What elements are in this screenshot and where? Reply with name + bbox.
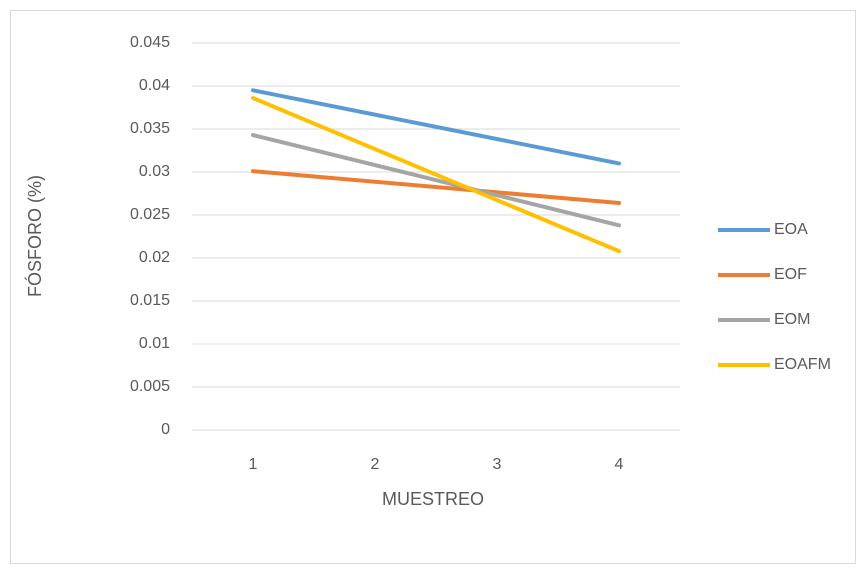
y-tick-label: 0.01 [139, 335, 170, 352]
legend-label: EOA [774, 221, 808, 238]
y-tick-label: 0.005 [130, 378, 170, 395]
chart-border [10, 10, 856, 564]
y-tick-label: 0.02 [139, 249, 170, 266]
y-axis-label: FÓSFORO (%) [24, 175, 45, 297]
series-line [251, 88, 621, 166]
series-line [251, 96, 621, 254]
y-tick-label: 0.025 [130, 206, 170, 223]
legend-label: EOAFM [774, 356, 831, 373]
x-axis-label: MUESTREO [382, 489, 484, 509]
y-tick-label: 0.015 [130, 292, 170, 309]
series-line [251, 133, 621, 228]
y-tick-label: 0.045 [130, 34, 170, 51]
legend-label: EOM [774, 311, 810, 328]
legend-label: EOF [774, 266, 807, 283]
y-tick-label: 0.04 [139, 77, 170, 94]
series-line [251, 169, 621, 205]
x-tick-label: 3 [493, 456, 502, 473]
x-tick-label: 1 [249, 456, 258, 473]
x-tick-label: 4 [615, 456, 624, 473]
y-tick-label: 0.035 [130, 120, 170, 137]
x-tick-label: 2 [371, 456, 380, 473]
y-tick-label: 0.03 [139, 163, 170, 180]
y-tick-label: 0 [161, 421, 170, 438]
